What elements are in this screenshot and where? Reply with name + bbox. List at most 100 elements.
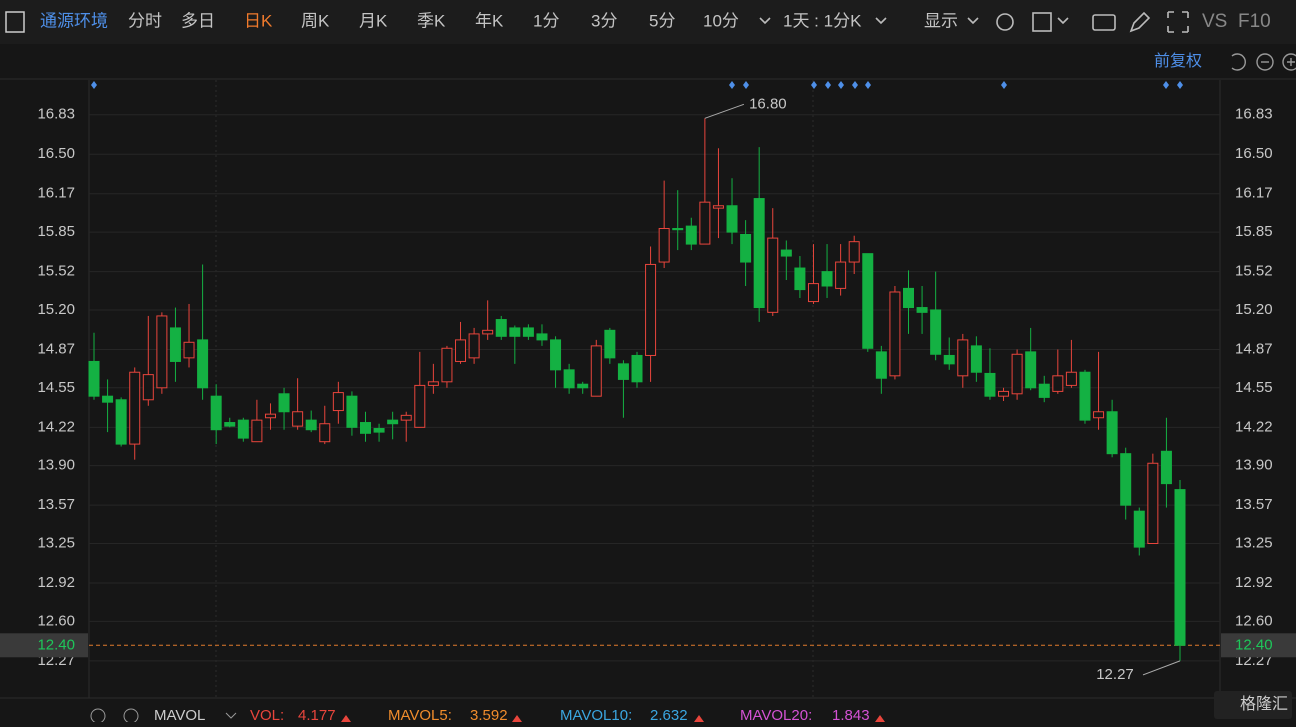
period-tab[interactable]: 日K [244, 11, 273, 30]
period-tab[interactable]: 多日 [181, 11, 215, 30]
annotation-label: 16.80 [749, 95, 787, 112]
last-price-box [0, 633, 88, 658]
zoom-controls [1231, 53, 1296, 71]
y-tick-label: 13.90 [37, 457, 75, 474]
draw-icon[interactable] [1129, 11, 1151, 33]
candle-body [468, 333, 480, 359]
ma5-value: 3.592 [470, 707, 508, 722]
stock-name[interactable]: 通源环境 [40, 11, 108, 30]
fullscreen-icon[interactable] [1167, 11, 1189, 33]
period-tab[interactable]: 3分 [591, 11, 617, 30]
y-tick-label: 12.92 [37, 574, 75, 591]
display-menu[interactable]: 显示 [924, 11, 958, 30]
candle-body [441, 347, 453, 383]
y2-tick-label: 13.57 [1235, 496, 1273, 513]
ma20-label: MAVOL20: [740, 707, 812, 722]
period-tab[interactable]: 年K [475, 11, 504, 30]
candle-body [889, 291, 901, 377]
candle-body [699, 201, 711, 245]
period-tab[interactable]: 5分 [649, 11, 675, 30]
candle-body [264, 413, 276, 419]
vol-label: VOL: [250, 707, 284, 722]
settings-icon[interactable] [996, 13, 1014, 31]
indicator-bar: MAVOL VOL: 4.177 MAVOL5: 3.592 MAVOL10: … [90, 707, 885, 724]
zoom-out[interactable] [1256, 53, 1274, 71]
candle-body [916, 307, 928, 313]
candle-body [1065, 371, 1077, 386]
y2-tick-label: 14.87 [1235, 340, 1273, 357]
candle-body [957, 339, 969, 377]
range-select[interactable]: 1天 : 1分K [783, 11, 862, 30]
watermark: 格隆汇 [1240, 695, 1288, 713]
f10-button[interactable]: F10 [1238, 11, 1271, 32]
candle-body [577, 383, 589, 389]
candle-body [346, 395, 358, 428]
indicator-chevron[interactable] [225, 712, 237, 719]
y-tick-label: 16.17 [37, 185, 75, 202]
indicator-name[interactable]: MAVOL [154, 707, 205, 724]
candle-body [142, 374, 154, 401]
y2-tick-label: 13.90 [1235, 457, 1273, 474]
candle-body [875, 351, 887, 379]
candle-body [129, 371, 141, 445]
period-tab[interactable]: 周K [301, 11, 330, 30]
y-tick-label: 14.22 [37, 418, 75, 435]
candle-body [563, 369, 575, 389]
layout-icon[interactable] [1032, 12, 1052, 32]
last-price-label: 12.40 [1235, 636, 1273, 653]
candle-body [387, 419, 399, 425]
candle-body [998, 390, 1010, 397]
candle-body [278, 393, 290, 413]
candle-body [862, 253, 874, 349]
candle-body [414, 384, 426, 428]
period-tab[interactable]: 分时 [128, 11, 162, 30]
period-tab[interactable]: 10分 [703, 11, 739, 30]
candle-body [183, 341, 195, 359]
candle-body [115, 399, 127, 445]
camera-icon[interactable] [1092, 14, 1116, 31]
candle-body [509, 327, 521, 337]
y-tick-label: 16.83 [37, 106, 75, 123]
candle-body [984, 372, 996, 397]
candle-body [550, 339, 562, 371]
candle-body [767, 237, 779, 313]
candle-body [835, 261, 847, 289]
sidebar-toggle[interactable] [5, 11, 25, 33]
candle-body [210, 395, 222, 431]
adjust-mode[interactable]: 前复权 [1154, 52, 1202, 70]
candle-body [726, 205, 738, 233]
candle-body [292, 411, 304, 427]
candle-body [807, 283, 819, 303]
y2-tick-label: 14.22 [1235, 418, 1273, 435]
period-tab[interactable]: 1分 [533, 11, 559, 30]
candle-body [1160, 450, 1172, 485]
y-tick-label: 13.57 [37, 496, 75, 513]
candle-body [672, 228, 684, 231]
candle-body [522, 327, 534, 337]
reset-icon[interactable] [1231, 53, 1246, 71]
candle-body [970, 345, 982, 373]
candle-body [1106, 411, 1118, 455]
vs-button[interactable]: VS [1202, 11, 1227, 32]
period-tab[interactable]: 月K [359, 11, 388, 30]
y-tick-label: 14.55 [37, 379, 75, 396]
y-tick-label: 15.52 [37, 263, 75, 280]
candle-body [1025, 351, 1037, 389]
candle-body [631, 354, 643, 383]
candle-body [1147, 462, 1159, 545]
annotation-leader [1142, 660, 1181, 676]
candle-body [156, 315, 168, 389]
period-tab[interactable]: 季K [417, 11, 446, 30]
candle-body [1079, 371, 1091, 421]
candle-body [319, 423, 331, 443]
candle-body [482, 329, 494, 335]
zoom-in[interactable] [1282, 53, 1296, 71]
candle-body [197, 339, 209, 389]
candle-body [305, 419, 317, 431]
candle-body [780, 249, 792, 257]
period-tabs: 分时 多日 日K 周K 月K 季K 年K 1分 3分 5分 10分 [128, 11, 739, 30]
y2-tick-label: 13.25 [1235, 534, 1273, 551]
candle-body [237, 419, 249, 439]
candle-body [427, 381, 439, 386]
